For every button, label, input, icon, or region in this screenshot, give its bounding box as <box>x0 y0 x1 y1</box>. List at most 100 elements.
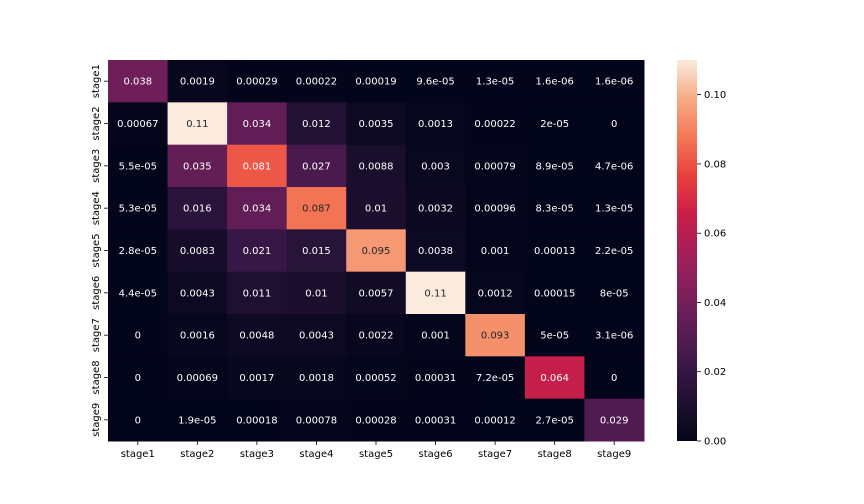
heatmap-cell-stage8-stage3 <box>227 356 288 400</box>
heatmap-cell-stage3-stage7 <box>465 144 526 188</box>
heatmap-cell-stage2-stage5 <box>346 102 407 146</box>
heatmap-cell-stage9-stage6 <box>405 398 466 442</box>
heatmap-cell-stage1-stage7 <box>465 60 526 103</box>
heatmap-cell-stage5-stage9 <box>584 229 645 273</box>
heatmap-cell-stage4-stage3 <box>227 187 288 230</box>
cell-value-label: 1.9e-05 <box>178 415 216 426</box>
heatmap-cell-stage3-stage9 <box>584 144 645 188</box>
heatmap-cell-stage1-stage6 <box>405 60 466 103</box>
cell-value-label: 0.095 <box>362 246 391 257</box>
heatmap-cell-stage9-stage1 <box>108 398 169 442</box>
heatmap-cell-stage8-stage9 <box>584 356 645 400</box>
cell-value-label: 0.0088 <box>359 161 394 172</box>
cell-value-label: 0.038 <box>123 77 152 88</box>
y-tick-label: stage6 <box>91 276 102 310</box>
colorbar-tick-label: 0.06 <box>704 229 726 240</box>
cell-value-label: 0.01 <box>305 288 327 299</box>
cell-value-label: 0.0035 <box>359 119 394 130</box>
cell-value-label: 0.0043 <box>180 288 215 299</box>
cell-value-label: 0.00029 <box>236 77 277 88</box>
heatmap-cell-stage8-stage2 <box>167 356 228 400</box>
cell-value-label: 0.00067 <box>117 119 158 130</box>
heatmap-cell-stage8-stage4 <box>286 356 347 400</box>
heatmap-cell-stage7-stage5 <box>346 314 407 357</box>
heatmap-cell-stage1-stage9 <box>584 60 645 103</box>
colorbar-tick-label: 0.02 <box>704 367 726 378</box>
cell-value-label: 1.6e-06 <box>595 77 633 88</box>
cell-value-label: 1.3e-05 <box>476 77 514 88</box>
heatmap-cell-stage9-stage7 <box>465 398 526 442</box>
y-tick-label: stage2 <box>91 106 102 140</box>
heatmap-cell-stage7-stage4 <box>286 314 347 357</box>
heatmap-cell-stage5-stage7 <box>465 229 526 273</box>
heatmap-cell-stage7-stage3 <box>227 314 288 357</box>
cell-value-label: 0.021 <box>243 246 272 257</box>
cell-value-label: 0.00019 <box>355 77 396 88</box>
cell-value-label: 0.00022 <box>474 119 515 130</box>
cell-value-label: 0.064 <box>540 373 569 384</box>
cell-value-label: 0.00031 <box>415 415 456 426</box>
cell-value-label: 0.00028 <box>355 415 396 426</box>
cell-value-label: 0.0017 <box>239 373 274 384</box>
cell-value-label: 0.0019 <box>180 77 215 88</box>
heatmap-cell-stage7-stage6 <box>405 314 466 357</box>
cell-value-label: 0.093 <box>481 331 510 342</box>
heatmap-cell-stage7-stage9 <box>584 314 645 357</box>
colorbar-tick-label: 0.10 <box>704 90 726 101</box>
colorbar: 0.00 0.02 0.04 0.06 0.08 0.10 <box>677 60 726 448</box>
heatmap-cell-stage7-stage7 <box>465 314 526 357</box>
x-tick-label: stage1 <box>121 449 155 460</box>
cell-value-label: 0.012 <box>302 119 331 130</box>
heatmap-cell-stage6-stage9 <box>584 271 645 315</box>
cell-value-label: 0.00031 <box>415 373 456 384</box>
heatmap-cell-stage9-stage9 <box>584 398 645 442</box>
cell-value-label: 0.001 <box>481 246 510 257</box>
cell-value-label: 0.0043 <box>299 331 334 342</box>
heatmap-cell-stage6-stage8 <box>524 271 585 315</box>
cell-value-label: 8.9e-05 <box>535 161 573 172</box>
x-tick-label: stage4 <box>299 449 333 460</box>
cell-value-label: 0.029 <box>600 415 629 426</box>
cell-value-label: 0.011 <box>243 288 272 299</box>
heatmap-cell-stage3-stage8 <box>524 144 585 188</box>
x-tick-label: stage6 <box>418 449 452 460</box>
y-tick-label: stage5 <box>91 233 102 267</box>
heatmap-cell-stage8-stage8 <box>524 356 585 400</box>
heatmap-cells <box>108 60 645 442</box>
x-tick-label: stage2 <box>180 449 214 460</box>
heatmap-cell-stage8-stage7 <box>465 356 526 400</box>
cell-value-label: 0.0018 <box>299 373 334 384</box>
heatmap-cell-stage5-stage2 <box>167 229 228 273</box>
heatmap-cell-stage9-stage5 <box>346 398 407 442</box>
heatmap-cell-stage5-stage5 <box>346 229 407 273</box>
cell-value-label: 0 <box>611 373 617 384</box>
cell-value-label: 0.0048 <box>239 331 274 342</box>
heatmap-cell-stage6-stage6 <box>405 271 466 315</box>
heatmap-cell-stage2-stage4 <box>286 102 347 146</box>
cell-value-label: 0 <box>135 373 141 384</box>
cell-value-label: 0.027 <box>302 161 331 172</box>
cell-value-label: 1.6e-06 <box>535 77 573 88</box>
heatmap-cell-stage2-stage1 <box>108 102 169 146</box>
heatmap-cell-stage4-stage1 <box>108 187 169 230</box>
heatmap-cell-stage9-stage4 <box>286 398 347 442</box>
cell-value-label: 2.7e-05 <box>535 415 573 426</box>
x-tick-label: stage3 <box>240 449 274 460</box>
cell-value-label: 0.01 <box>365 204 387 215</box>
heatmap-cell-stage2-stage8 <box>524 102 585 146</box>
colorbar-ticks: 0.00 0.02 0.04 0.06 0.08 0.10 <box>697 90 726 448</box>
cell-value-label: 9.6e-05 <box>416 77 454 88</box>
heatmap-cell-stage8-stage6 <box>405 356 466 400</box>
colorbar-tick-label: 0.08 <box>704 159 726 170</box>
colorbar-tick-label: 0.00 <box>704 437 726 448</box>
heatmap-cell-stage3-stage3 <box>227 144 288 188</box>
heatmap-cell-stage2-stage7 <box>465 102 526 146</box>
heatmap-cell-stage2-stage6 <box>405 102 466 146</box>
heatmap-cell-stage1-stage4 <box>286 60 347 103</box>
heatmap-cell-stage3-stage2 <box>167 144 228 188</box>
heatmap-cell-stage2-stage3 <box>227 102 288 146</box>
heatmap-cell-stage5-stage4 <box>286 229 347 273</box>
heatmap-cell-stage6-stage7 <box>465 271 526 315</box>
heatmap-cell-stage1-stage1 <box>108 60 169 103</box>
